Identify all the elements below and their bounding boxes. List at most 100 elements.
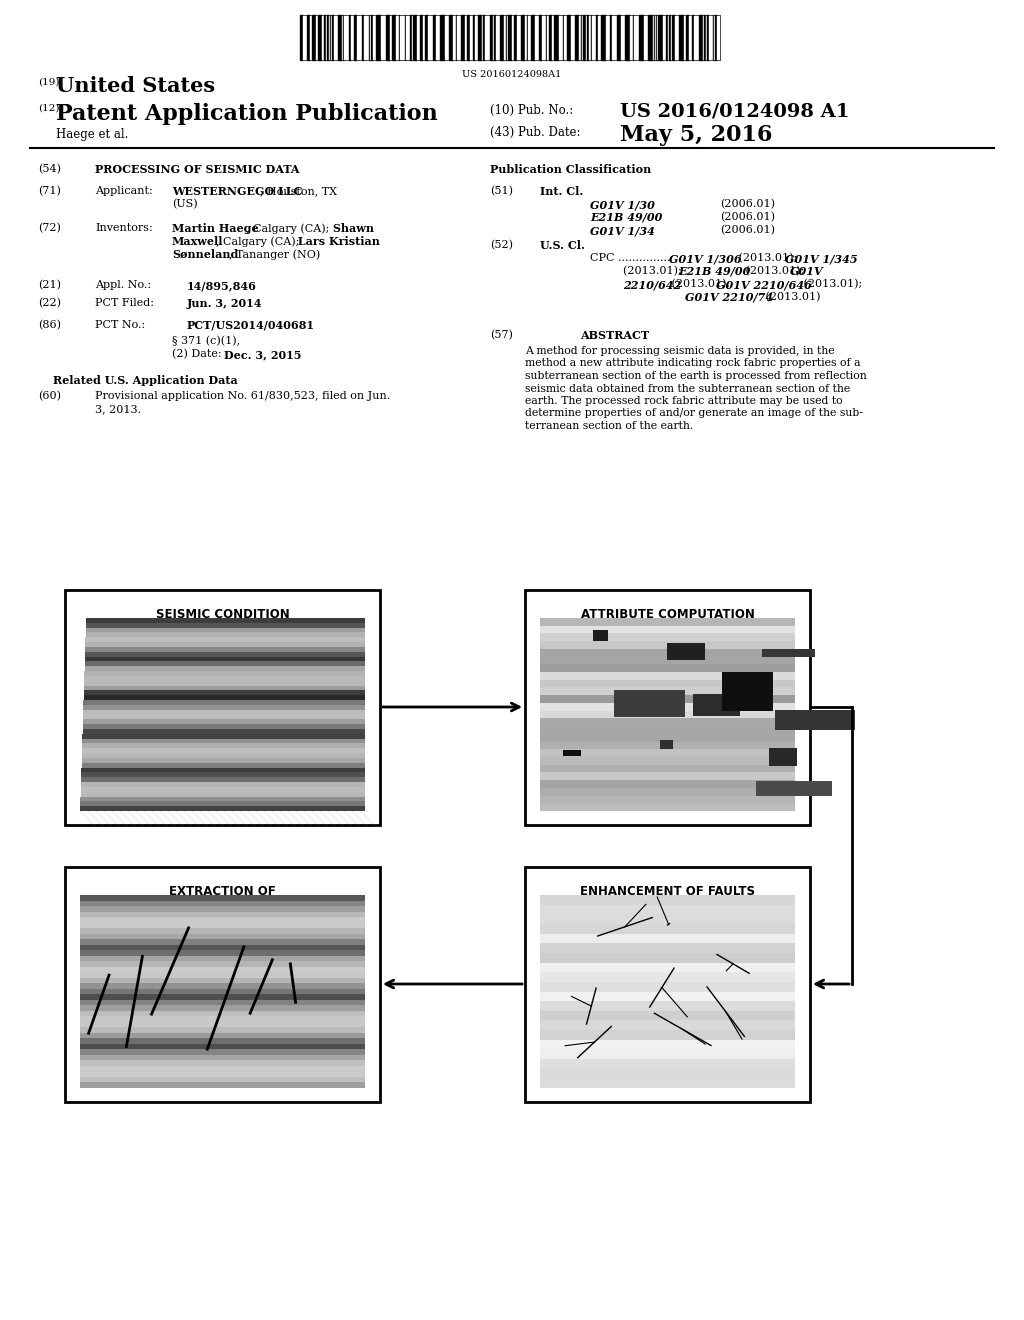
Bar [512, 15, 514, 59]
Bar [80, 999, 365, 1006]
Text: ABSTRACT: ABSTRACT [580, 330, 649, 341]
Text: Int. Cl.: Int. Cl. [540, 186, 584, 197]
Bar [562, 15, 564, 59]
Bar [540, 973, 795, 982]
Text: (2013.01);: (2013.01); [623, 267, 685, 276]
Bar [485, 15, 489, 59]
Text: G01V 1/30: G01V 1/30 [590, 199, 655, 210]
Bar [540, 788, 795, 796]
Bar [436, 15, 440, 59]
Bar [540, 742, 795, 750]
Text: Applicant:: Applicant: [95, 186, 153, 195]
Bar [540, 924, 795, 933]
Bar [540, 1011, 795, 1020]
Bar [698, 15, 702, 59]
Text: PCT No.:: PCT No.: [95, 319, 145, 330]
Bar [398, 15, 400, 59]
Bar [505, 15, 506, 59]
Bar [540, 1001, 795, 1011]
Bar [540, 1030, 795, 1040]
Text: (21): (21) [38, 280, 61, 290]
Bar [495, 15, 497, 59]
Bar [81, 772, 365, 777]
Bar [80, 950, 365, 956]
Bar [396, 15, 398, 59]
Bar [332, 15, 334, 59]
Bar [420, 15, 423, 59]
Bar [80, 895, 365, 900]
Bar [540, 750, 795, 756]
Bar [80, 945, 365, 950]
Text: (43) Pub. Date:: (43) Pub. Date: [490, 125, 581, 139]
Bar [594, 630, 607, 640]
Text: Sønneland: Sønneland [172, 249, 239, 260]
Bar [705, 15, 707, 59]
Bar [428, 15, 432, 59]
Text: (2013.01);: (2013.01); [800, 279, 862, 289]
Bar [361, 15, 365, 59]
Bar [65, 867, 380, 1102]
Bar [540, 649, 795, 656]
Bar [597, 15, 601, 59]
Bar [625, 15, 630, 59]
Bar [86, 627, 365, 632]
Bar [775, 710, 855, 730]
Bar [610, 15, 612, 59]
Bar [81, 767, 365, 772]
Bar [517, 15, 521, 59]
Text: determine properties of and/or generate an image of the sub-: determine properties of and/or generate … [525, 408, 863, 418]
Bar [769, 748, 797, 766]
Bar [616, 15, 622, 59]
Bar [693, 694, 740, 717]
Text: (86): (86) [38, 319, 61, 330]
Text: (2013.01);: (2013.01); [735, 253, 801, 263]
Bar [80, 1039, 365, 1044]
Bar [589, 15, 591, 59]
Bar [85, 661, 365, 667]
Bar [82, 758, 365, 763]
Bar [82, 748, 365, 754]
Bar [65, 590, 380, 825]
Text: (71): (71) [38, 186, 60, 197]
Bar [83, 729, 365, 734]
Bar [423, 15, 425, 59]
Bar [80, 912, 365, 917]
Bar [540, 772, 795, 780]
Bar [540, 895, 795, 904]
Bar [365, 15, 369, 59]
Bar [82, 743, 365, 748]
Text: G01V 2210/646: G01V 2210/646 [716, 279, 812, 290]
Bar [425, 15, 428, 59]
Bar [84, 681, 365, 685]
Bar [539, 15, 543, 59]
Text: ENHANCEMENT OF FAULTS: ENHANCEMENT OF FAULTS [580, 884, 755, 898]
Text: PROCESSING OF SEISMIC DATA: PROCESSING OF SEISMIC DATA [95, 164, 299, 176]
Bar [432, 15, 436, 59]
Bar [526, 15, 528, 59]
Bar [80, 801, 365, 807]
Bar [521, 15, 524, 59]
Bar [497, 15, 500, 59]
Bar [540, 696, 795, 704]
Bar [575, 15, 580, 59]
Text: G01V 1/34: G01V 1/34 [590, 224, 655, 236]
Bar [338, 15, 342, 59]
Text: SEISMIC CONDITION: SEISMIC CONDITION [156, 609, 290, 620]
Bar [540, 944, 795, 953]
Text: (2013.01);: (2013.01); [742, 267, 808, 276]
Bar [80, 933, 365, 939]
Text: Martin Haege: Martin Haege [172, 223, 259, 234]
Bar [324, 15, 326, 59]
Text: US 20160124098A1: US 20160124098A1 [462, 70, 562, 79]
Bar [567, 15, 570, 59]
Bar [327, 15, 329, 59]
Bar [686, 15, 689, 59]
Bar [80, 956, 365, 961]
Bar [386, 15, 390, 59]
Text: US 2016/0124098 A1: US 2016/0124098 A1 [620, 103, 850, 121]
Text: G01V: G01V [790, 267, 823, 277]
Bar [540, 982, 795, 991]
Bar [80, 966, 365, 973]
Bar [81, 787, 365, 792]
Text: PCT Filed:: PCT Filed: [95, 298, 154, 308]
